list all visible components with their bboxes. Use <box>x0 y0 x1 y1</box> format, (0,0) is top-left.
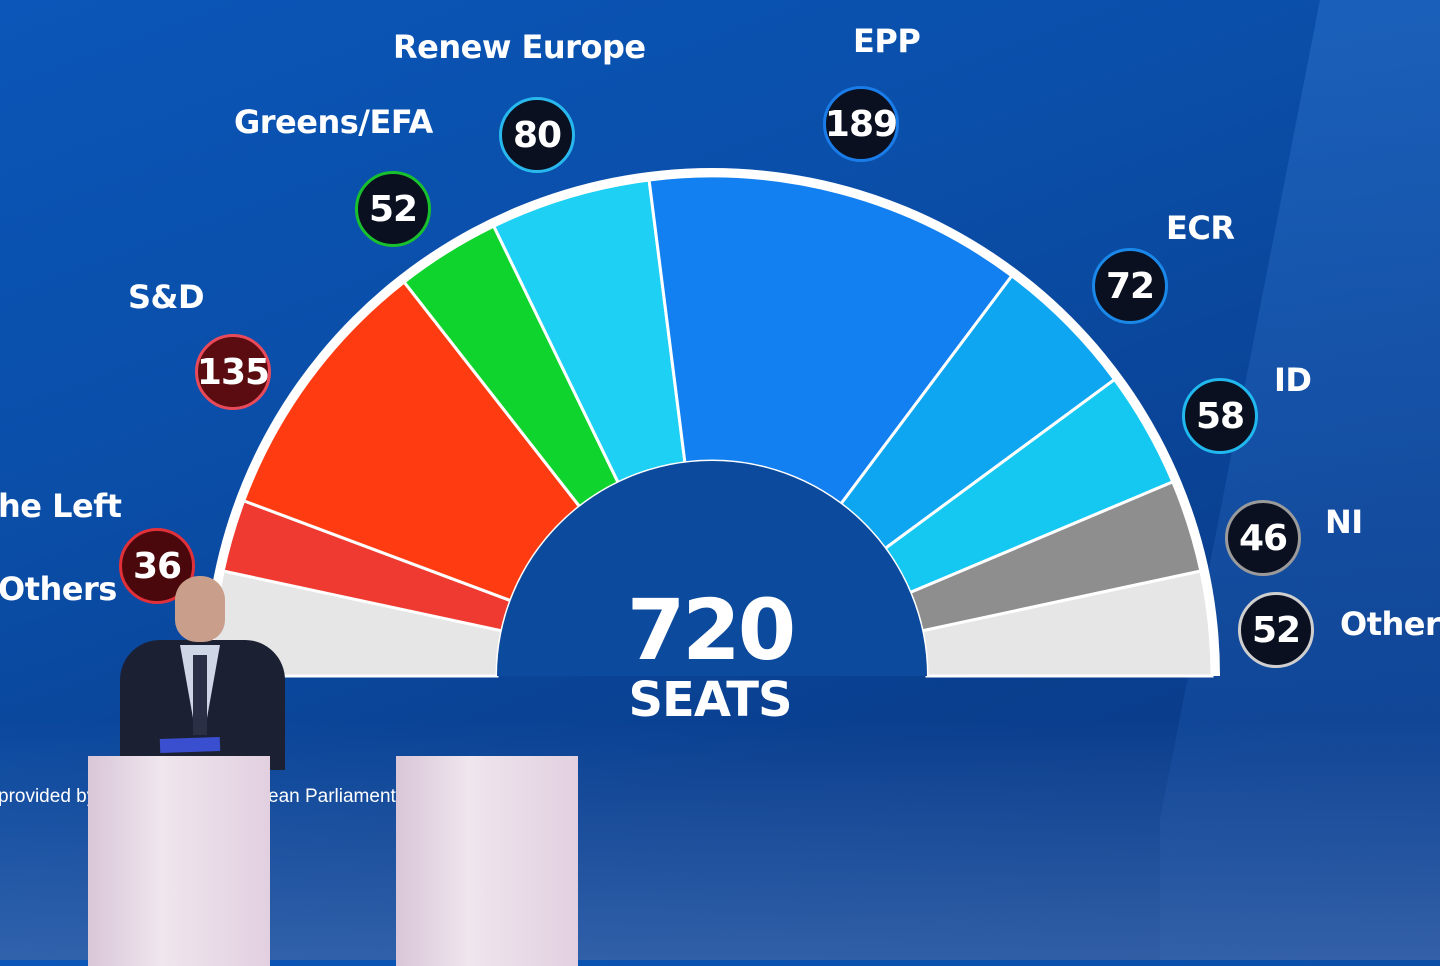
label-epp: EPP <box>853 22 921 60</box>
lectern-right <box>396 756 578 966</box>
total-seats-unit: SEATS <box>628 672 792 728</box>
seats-ecr: 72 <box>1092 248 1168 324</box>
seats-greens-efa: 52 <box>355 171 431 247</box>
label-id: ID <box>1274 361 1312 399</box>
total-seats-number: 720 <box>626 581 796 679</box>
hemicycle-center <box>497 461 927 676</box>
label-others-right: Others <box>1340 605 1440 643</box>
label-ecr: ECR <box>1166 209 1235 247</box>
credit-text-right: ean Parliament <box>268 786 396 807</box>
label-the-left: he Left <box>0 487 122 525</box>
label-greens-efa: Greens/EFA <box>234 103 433 141</box>
speaker-notes <box>159 736 221 754</box>
lectern-left <box>88 756 270 966</box>
label-sd: S&D <box>128 278 205 316</box>
seats-id: 58 <box>1182 378 1258 454</box>
speaker-tie <box>193 655 207 735</box>
label-renew-europe: Renew Europe <box>393 28 646 66</box>
seats-ni: 46 <box>1225 500 1301 576</box>
seats-renew-europe: 80 <box>499 97 575 173</box>
label-others-left: Others <box>0 570 117 608</box>
seats-others-right: 52 <box>1238 592 1314 668</box>
seats-epp: 189 <box>823 86 899 162</box>
credit-text-left: provided by <box>0 786 97 807</box>
total-seats: 720 SEATS <box>600 585 820 725</box>
seats-sd: 135 <box>195 334 271 410</box>
label-ni: NI <box>1325 503 1363 541</box>
speaker-head <box>175 576 225 642</box>
